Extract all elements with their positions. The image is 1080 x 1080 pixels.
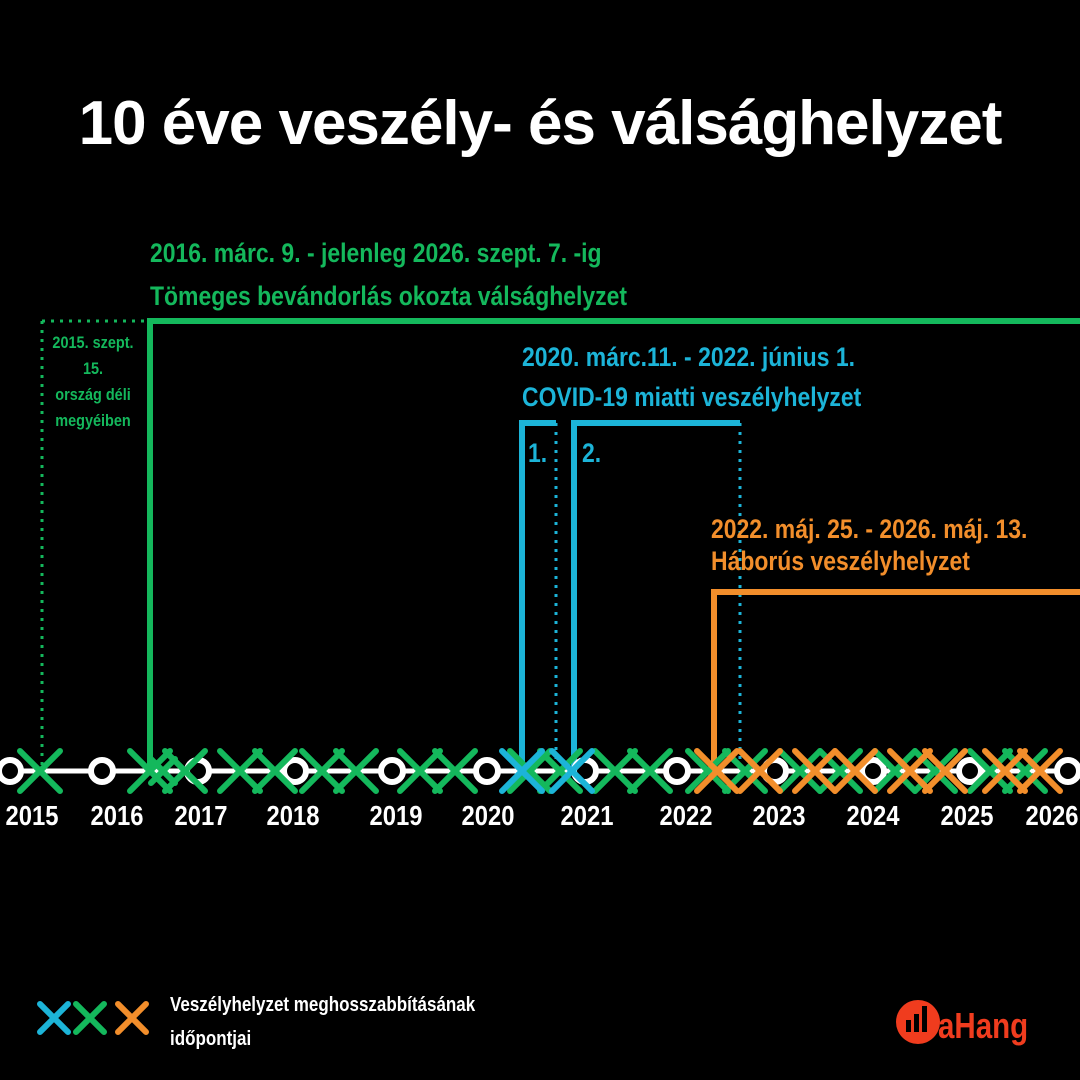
- year-label: 2025: [940, 800, 994, 831]
- year-marker-circle: [88, 757, 116, 785]
- extension-x-icon: [737, 748, 783, 794]
- extension-x-icon: [499, 748, 545, 794]
- year-label: 2015: [5, 800, 59, 831]
- logo-wordmark: aHang: [938, 1005, 1029, 1046]
- war-dates: 2022. máj. 25. - 2026. máj. 13.: [711, 514, 1028, 544]
- legend-x-icon: [37, 1001, 71, 1035]
- note-line: megyéiben: [55, 411, 131, 430]
- extension-x-icon: [127, 748, 173, 794]
- year-label: 2018: [266, 800, 320, 831]
- extension-x-icon: [592, 748, 638, 794]
- year-label: 2022: [659, 800, 713, 831]
- logo-bar: [922, 1006, 927, 1032]
- extension-x-icon: [148, 756, 178, 786]
- legend-x-icon: [73, 1001, 107, 1035]
- extension-x-icon: [967, 748, 1013, 794]
- legend-label: Veszélyhelyzet meghosszabbításának időpo…: [170, 994, 476, 1050]
- logo-bar: [914, 1014, 919, 1032]
- extension-x-icon: [17, 748, 63, 794]
- year-marker-circle: [473, 757, 501, 785]
- year-marker-circle: [281, 757, 309, 785]
- extension-x-icon: [333, 748, 379, 794]
- note-line: ország déli: [55, 385, 131, 404]
- page-title: 10 éve veszély- és válsághelyzet: [78, 89, 1003, 158]
- year-label: 2017: [174, 800, 228, 831]
- year-label: 2026: [1025, 800, 1079, 831]
- covid-dates: 2020. márc.11. - 2022. június 1.: [522, 342, 855, 372]
- extension-x-icon: [162, 748, 208, 794]
- year-label: 2016: [90, 800, 144, 831]
- extension-x-icon: [777, 748, 823, 794]
- extension-x-icon: [792, 748, 838, 794]
- year-marker-circle: [859, 757, 887, 785]
- extension-x-icon: [685, 748, 731, 794]
- covid-phase-2: 2.: [582, 438, 602, 468]
- year-label: 2020: [461, 800, 515, 831]
- year-marker-circle: [956, 757, 984, 785]
- extension-x-icon: [627, 748, 673, 794]
- extension-x-icon: [397, 748, 443, 794]
- migration-early-note: 2015. szept. 15. ország déli megyéiben: [46, 330, 140, 434]
- extension-x-icon: [432, 748, 478, 794]
- covid-bracket-1: [519, 420, 556, 771]
- year-label: 2019: [369, 800, 423, 831]
- year-label: 2024: [846, 800, 900, 831]
- extension-x-icon: [537, 748, 583, 794]
- note-line: 15.: [82, 359, 104, 378]
- extension-x-icon: [217, 748, 263, 794]
- extension-x-icon: [982, 748, 1028, 794]
- year-marker-circle: [378, 757, 406, 785]
- logo-bar: [906, 1020, 911, 1032]
- legend-x-icon: [115, 1001, 149, 1035]
- extension-x-icon: [1017, 748, 1063, 794]
- covid-name: COVID-19 miatti veszélyhelyzet: [522, 382, 862, 412]
- year-marker-circle: [0, 757, 24, 785]
- year-marker-circle: [1054, 757, 1080, 785]
- war-name: Háborús veszélyhelyzet: [711, 546, 970, 576]
- extension-x-icon: [694, 748, 740, 794]
- year-label: 2021: [560, 800, 614, 831]
- migration-dates: 2016. márc. 9. - jelenleg 2026. szept. 7…: [150, 238, 602, 268]
- extension-x-icon: [922, 748, 968, 794]
- year-marker-circle: [663, 757, 691, 785]
- note-line: 2015. szept.: [52, 333, 134, 352]
- year-label: 2023: [752, 800, 806, 831]
- extension-x-icon: [252, 748, 298, 794]
- extension-x-icon: [1002, 748, 1048, 794]
- covid-phase-1: 1.: [528, 438, 548, 468]
- migration-bracket: [147, 318, 1080, 771]
- extension-x-icon: [887, 748, 933, 794]
- war-bracket: [711, 589, 1080, 771]
- extension-x-icon: [872, 748, 918, 794]
- extension-x-icon: [549, 748, 595, 794]
- extension-x-icon: [832, 748, 878, 794]
- migration-name: Tömeges bevándorlás okozta válsághelyzet: [150, 281, 628, 311]
- extension-x-icon: [299, 748, 345, 794]
